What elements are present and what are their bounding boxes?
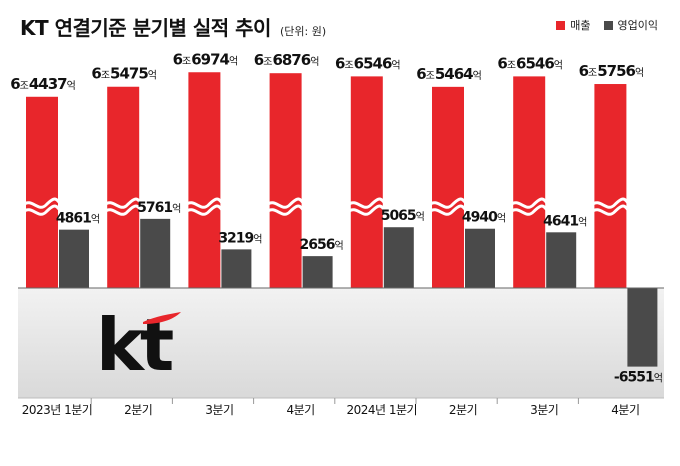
kt-logo: kt: [96, 303, 181, 387]
operating-profit-bar: [221, 249, 252, 288]
chart-title: KT 연결기준 분기별 실적 추이: [20, 16, 271, 40]
revenue-value-label: 6조6876억: [254, 51, 320, 69]
operating-profit-value-label: 5761억: [137, 200, 181, 216]
chart-heading: KT 연결기준 분기별 실적 추이 (단위: 원): [20, 12, 326, 41]
axis-break-wave: [103, 204, 144, 216]
axis-break-wave: [346, 204, 388, 216]
axis-break-wave: [428, 204, 469, 216]
legend: 매출 영업이익: [556, 17, 666, 33]
operating-profit-value-label: 2656억: [300, 237, 344, 253]
revenue-bar: [513, 76, 546, 288]
operating-profit-bar: [383, 227, 414, 288]
legend-label-operating-profit: 영업이익: [617, 19, 658, 32]
x-tick-label: 2분기: [449, 403, 477, 417]
revenue-bar: [107, 86, 140, 288]
operating-profit-value-label: 3219억: [218, 230, 262, 246]
axis-break-wave: [184, 204, 225, 216]
revenue-value-label: 6조5464억: [416, 65, 482, 83]
legend-swatch-operating-profit: [603, 20, 613, 30]
revenue-bar: [188, 72, 221, 288]
operating-profit-bar: [465, 228, 495, 288]
axis-break-wave: [590, 204, 631, 216]
revenue-value-label: 6조6546억: [335, 54, 401, 72]
operating-profit-value-label: 4641억: [543, 213, 587, 229]
revenue-value-label: 6조6974억: [173, 50, 239, 68]
legend-swatch-revenue: [556, 20, 566, 30]
operating-profit-value-label: 5065억: [381, 208, 425, 224]
negative-area-background: [18, 288, 664, 398]
revenue-bar: [432, 86, 464, 289]
revenue-bar: [350, 76, 383, 288]
revenue-bar: [269, 73, 302, 288]
operating-profit-bar: [140, 218, 171, 288]
logo-text: kt: [96, 303, 173, 387]
axis-break-wave: [346, 197, 388, 209]
revenue-value-label: 6조5475억: [91, 65, 157, 83]
x-tick-label: 4분기: [611, 403, 639, 417]
operating-profit-bar: [546, 232, 577, 288]
logo-accent: [143, 312, 181, 324]
axis-break-wave: [590, 197, 631, 209]
revenue-value-label: 6조4437억: [10, 75, 76, 93]
x-tick-label: 2분기: [124, 403, 152, 417]
axis-break-wave: [22, 204, 63, 216]
axis-break-wave: [428, 197, 469, 209]
revenue-bar: [26, 96, 58, 288]
axis-break-wave: [509, 204, 550, 216]
axis-break-wave: [22, 197, 63, 209]
operating-profit-value-label: -6551억: [614, 370, 663, 386]
revenue-value-label: 6조5756억: [579, 62, 645, 80]
x-tick-label: 3분기: [530, 403, 558, 417]
axis-break-wave: [184, 197, 225, 209]
x-tick-label: 4분기: [286, 403, 314, 417]
axis-break-wave: [103, 197, 144, 209]
axis-break-wave: [509, 197, 550, 209]
x-tick-label: 2024년 1분기: [346, 403, 417, 417]
operating-profit-bar: [302, 256, 333, 288]
axis-break-wave: [265, 204, 306, 216]
revenue-value-label: 6조6546억: [497, 54, 563, 72]
revenue-bar: [594, 84, 627, 288]
unit-label: (단위: 원): [280, 25, 327, 38]
legend-label-revenue: 매출: [570, 19, 591, 32]
operating-profit-value-label: 4861억: [56, 211, 100, 227]
operating-profit-bar: [59, 229, 89, 288]
axis-break-wave: [265, 197, 306, 209]
x-tick-label: 3분기: [205, 403, 233, 417]
operating-profit-bar: [627, 288, 658, 367]
x-tick-label: 2023년 1분기: [22, 403, 93, 417]
operating-profit-value-label: 4940억: [462, 210, 506, 226]
